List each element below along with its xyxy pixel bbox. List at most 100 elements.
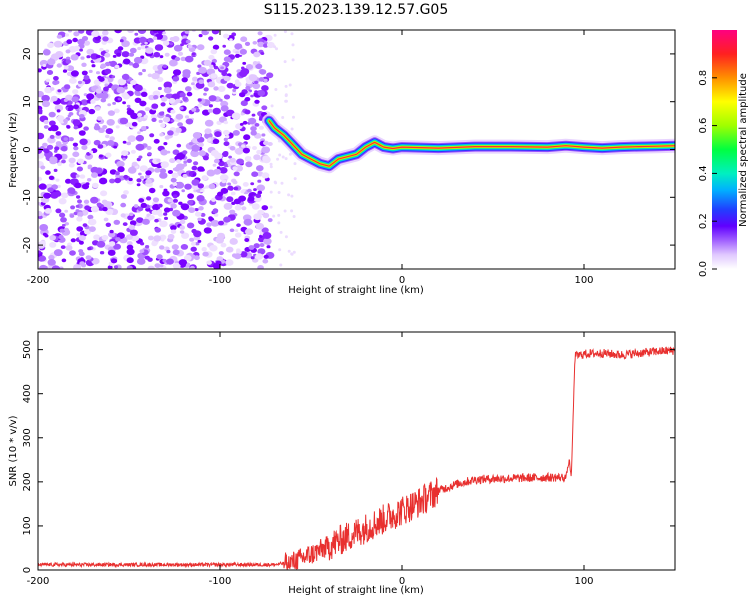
noise-speck (68, 157, 76, 164)
noise-speck (96, 240, 106, 248)
noise-speck (58, 234, 64, 240)
noise-speck (284, 84, 288, 88)
noise-speck (223, 202, 233, 210)
noise-speck (73, 31, 80, 37)
noise-speck (154, 167, 161, 173)
noise-speck (73, 45, 81, 51)
noise-speck (55, 208, 62, 214)
noise-speck (208, 183, 216, 190)
noise-speck (130, 79, 137, 86)
noise-speck (69, 77, 77, 84)
noise-speck (44, 208, 52, 214)
noise-speck (159, 132, 164, 137)
noise-speck (48, 127, 53, 132)
noise-speck (96, 202, 102, 207)
noise-speck (76, 195, 81, 199)
noise-speck (180, 244, 189, 250)
noise-speck (112, 101, 116, 105)
noise-speck (65, 178, 72, 184)
noise-speck (179, 92, 186, 98)
noise-speck (129, 229, 138, 236)
noise-speck (176, 152, 186, 160)
noise-speck (63, 137, 68, 141)
noise-speck (49, 87, 55, 91)
noise-speck (175, 113, 184, 120)
noise-speck (38, 90, 44, 98)
colorbar: 0.0 0.2 0.4 0.6 0.8 Normalized spectral ampl… (698, 30, 749, 277)
noise-speck (140, 91, 148, 98)
noise-speck (76, 226, 84, 232)
noise-speck (269, 162, 273, 166)
noise-speck (251, 203, 260, 210)
noise-speck (78, 130, 86, 136)
noise-speck (218, 251, 224, 256)
noise-speck (280, 181, 284, 185)
x-tick-label: -100 (209, 576, 232, 587)
noise-speck (256, 149, 262, 155)
noise-speck (63, 118, 69, 123)
noise-speck (184, 30, 190, 34)
y-tick-label: 10 (22, 95, 33, 108)
noise-speck (170, 229, 177, 234)
noise-speck (166, 150, 171, 154)
noise-speck (134, 32, 139, 36)
noise-speck (145, 170, 152, 176)
noise-speck (244, 109, 251, 115)
noise-speck (284, 94, 288, 98)
noise-speck (184, 183, 192, 190)
noise-speck (137, 131, 141, 135)
noise-speck (109, 136, 115, 141)
noise-speck (266, 41, 275, 49)
noise-speck (83, 199, 90, 204)
noise-speck (107, 265, 113, 269)
noise-speck (47, 42, 54, 48)
noise-speck (144, 107, 151, 112)
noise-speck (235, 51, 240, 54)
noise-speck (105, 222, 112, 227)
noise-speck (251, 113, 256, 117)
noise-speck (74, 182, 82, 189)
noise-speck (244, 156, 252, 162)
noise-speck (128, 224, 136, 230)
noise-speck (87, 218, 97, 226)
noise-speck (160, 149, 168, 156)
noise-speck (38, 250, 41, 254)
noise-speck (160, 102, 166, 107)
noise-speck (81, 36, 89, 41)
noise-speck (49, 156, 58, 164)
noise-speck (48, 111, 56, 118)
noise-speck (206, 169, 216, 177)
noise-speck (161, 96, 168, 102)
ridge-band (268, 120, 675, 167)
noise-speck (63, 98, 68, 103)
noise-speck (209, 244, 218, 252)
noise-speck (147, 152, 152, 156)
noise-speck (73, 125, 79, 130)
noise-speck (226, 196, 234, 203)
noise-speck (176, 159, 181, 164)
noise-speck (103, 201, 113, 209)
noise-speck (193, 230, 202, 238)
noise-speck (116, 160, 125, 168)
noise-speck (284, 235, 288, 239)
noise-speck (174, 98, 181, 104)
noise-speck (138, 36, 147, 44)
noise-speck (173, 44, 183, 52)
noise-speck (213, 158, 220, 164)
noise-speck (121, 73, 130, 80)
noise-speck (204, 128, 212, 135)
noise-speck (68, 137, 74, 142)
noise-speck (129, 47, 137, 54)
noise-speck (77, 158, 84, 164)
noise-speck (121, 40, 130, 48)
noise-speck (172, 69, 182, 76)
x-tick-label: 0 (399, 576, 405, 587)
noise-speck (88, 108, 96, 115)
snr-plot-area (38, 346, 675, 570)
noise-speck (255, 253, 264, 260)
noise-speck (223, 33, 230, 39)
noise-speck (182, 96, 188, 102)
noise-speck (137, 46, 142, 51)
